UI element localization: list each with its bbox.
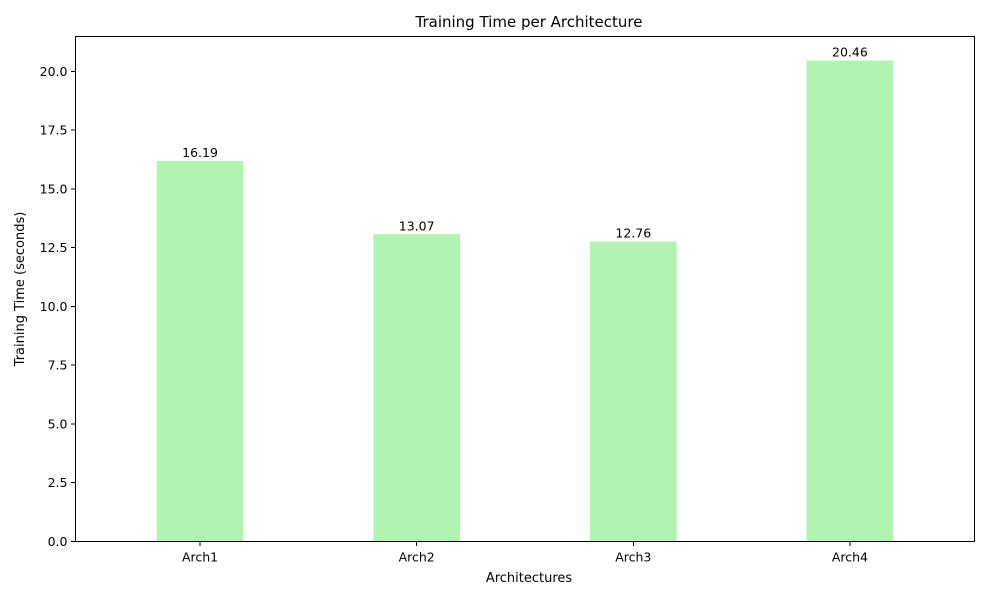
y-tick-label: 20.0 [40,64,68,79]
y-axis-label: Training Time (seconds) [13,212,28,368]
plot-frame [75,36,975,542]
y-tick-label: 7.5 [48,358,68,373]
y-tick-label: 2.5 [48,475,68,490]
x-tick-label: Arch3 [615,550,651,565]
y-tick-label: 10.0 [40,299,68,314]
chart-title: Training Time per Architecture [415,13,643,31]
y-tick-label: 5.0 [48,416,68,431]
x-axis-label: Architectures [486,571,573,586]
data-labels-group: 16.19 13.07 12.76 20.46 [182,45,868,241]
x-axis-ticks: Arch1 Arch2 Arch3 Arch4 [182,541,868,565]
bar-arch1 [156,160,244,542]
y-tick-label: 0.0 [48,534,68,549]
x-tick-label: Arch2 [399,550,435,565]
bar-arch2 [373,234,461,542]
data-label-arch3: 12.76 [615,226,651,241]
bar-arch4 [806,60,894,542]
y-axis-ticks: 0.0 2.5 5.0 7.5 10.0 12.5 15.0 17.5 20.0 [40,64,76,549]
data-label-arch2: 13.07 [399,218,435,233]
data-label-arch4: 20.46 [832,45,868,60]
y-tick-label: 17.5 [40,123,68,138]
y-tick-label: 15.0 [40,181,68,196]
bar-arch3 [589,241,677,542]
x-tick-label: Arch1 [182,550,218,565]
data-label-arch1: 16.19 [182,145,218,160]
x-tick-label: Arch4 [832,550,868,565]
y-tick-label: 12.5 [40,240,68,255]
bars-group [156,60,894,542]
